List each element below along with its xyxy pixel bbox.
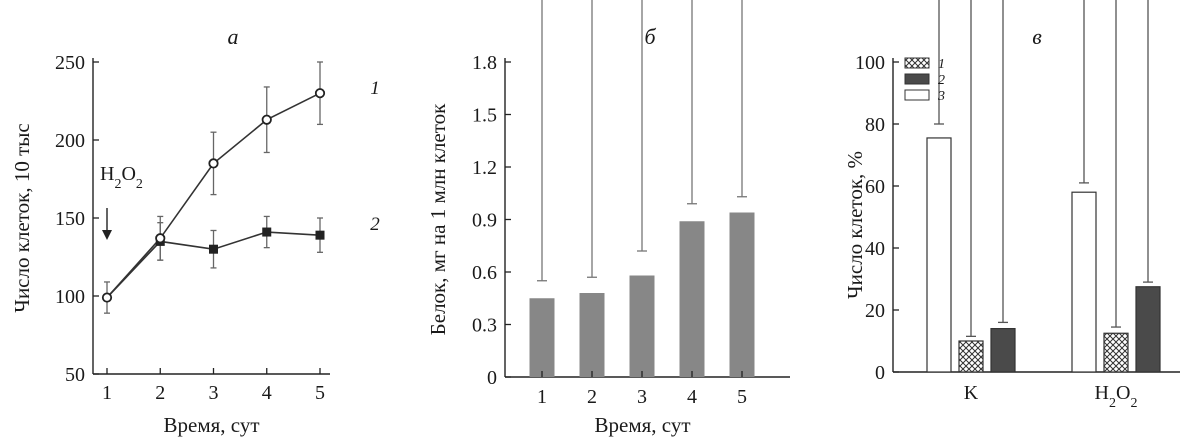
- panel-a-x-tick-label: 2: [155, 382, 165, 404]
- panel-c-legend-label-1: 1: [938, 57, 945, 72]
- panel-b-x-tick-label: 3: [637, 386, 647, 408]
- panel-c-y-tick-label: 100: [855, 52, 885, 74]
- panel-c-bar-series-1: [1103, 332, 1129, 373]
- panel-c-x-tick-label: H2O2: [1095, 382, 1138, 411]
- panel-b-y-tick-label: 1.2: [472, 157, 497, 179]
- panel-a-y-axis-title: Число клеток, 10 тыс: [10, 123, 34, 312]
- panel-c-bar-series-1: [958, 340, 984, 373]
- panel-a-series-2-point: [209, 244, 218, 254]
- panel-a-series-2-point: [262, 227, 272, 237]
- panel-b-chart: б 0 0.3 0.6 0.9 1.2 1.5 1.8 1 2 3 4 5 Время, сут Белок…: [426, 0, 790, 437]
- panel-a-x-tick-label: 4: [262, 382, 272, 404]
- panel-c-legend-label-2: 2: [938, 73, 945, 88]
- panel-b-y-tick-label: 0: [487, 367, 497, 389]
- panel-c-y-tick-label: 40: [865, 238, 885, 260]
- panel-a-arrow-head: [102, 230, 112, 240]
- panel-c-legend-swatch-3: [904, 89, 930, 101]
- panel-b-y-tick-label: 0.9: [472, 210, 497, 232]
- panel-c-x-tick-label: K: [964, 382, 979, 404]
- panel-a-y-tick-label: 100: [55, 286, 85, 308]
- panel-c-y-axis-title: Число клеток, %: [843, 151, 867, 299]
- panel-b-x-axis-title: Время, сут: [595, 413, 691, 437]
- panel-a-series-1-point: [261, 114, 272, 125]
- panel-c-bar-series-3: [1071, 191, 1097, 373]
- panel-c-y-tick-label: 20: [865, 300, 885, 322]
- panel-c-legend: 123: [904, 57, 945, 104]
- panel-b-y-tick-label: 1.5: [472, 105, 497, 127]
- panel-a-y-tick-label: 200: [55, 130, 85, 152]
- panel-a-x-tick-label: 1: [102, 382, 112, 404]
- panel-c-legend-label-3: 3: [937, 89, 945, 104]
- panel-c-y-tick-label: 0: [875, 362, 885, 384]
- panel-c-legend-swatch-1: [904, 57, 930, 69]
- panel-a-series-2-point: [315, 230, 325, 240]
- panel-c-y-tick-label: 80: [865, 114, 885, 136]
- panel-b-bar: [579, 293, 605, 377]
- panel-a-series-1-point: [155, 233, 166, 244]
- panel-b-y-tick-label: 1.8: [472, 52, 497, 74]
- panel-a-y-tick-label: 50: [65, 364, 85, 386]
- panel-a-y-tick-label: 250: [55, 52, 85, 74]
- panel-b-x-tick-label: 1: [537, 386, 547, 408]
- panel-c-letter: в: [1032, 24, 1042, 49]
- panel-a-series-1-point: [101, 292, 113, 303]
- panel-c-legend-swatch-2: [904, 73, 930, 85]
- panel-b-bar: [679, 221, 705, 377]
- panel-a-series-1-point: [208, 158, 219, 169]
- panel-a-series-1-point: [314, 88, 326, 99]
- panel-a-series-1-label: 1: [370, 78, 380, 99]
- panel-c-bar-series-3: [926, 137, 952, 373]
- panel-b-y-tick-label: 0.3: [472, 315, 497, 337]
- panel-a-y-tick-label: 150: [55, 208, 85, 230]
- panel-b-x-tick-label: 2: [587, 386, 597, 408]
- panel-b-letter: б: [644, 24, 656, 49]
- panel-a-letter: а: [228, 24, 239, 49]
- panel-b-x-tick-label: 5: [737, 386, 747, 408]
- panel-a-x-axis-title: Время, сут: [164, 413, 260, 437]
- panel-b-bar: [529, 298, 555, 377]
- panel-a-x-tick-label: 5: [315, 382, 325, 404]
- panel-c-bar-series-2: [1135, 286, 1161, 373]
- panel-b-bar: [729, 212, 755, 377]
- panel-a-x-tick-label: 3: [209, 382, 219, 404]
- panel-a-chart: а 50 100 150 200 250 1 2 3 4 5 Время, сут Число клет…: [10, 24, 380, 437]
- panel-a-annotation: H2O2: [100, 163, 143, 192]
- panel-c-bar-series-2: [990, 328, 1016, 373]
- panel-b-bar: [629, 275, 655, 377]
- panel-c-y-tick-label: 60: [865, 176, 885, 198]
- panel-b-y-tick-label: 0.6: [472, 262, 497, 284]
- panel-b-x-tick-label: 4: [687, 386, 697, 408]
- panel-c-chart: в 0 20 40 60 80 100 K H2O2 Число клеток, % 123: [843, 0, 1180, 411]
- panel-b-y-axis-title: Белок, мг на 1 млн клеток: [426, 103, 450, 335]
- panel-a-series-2-label: 2: [370, 214, 380, 235]
